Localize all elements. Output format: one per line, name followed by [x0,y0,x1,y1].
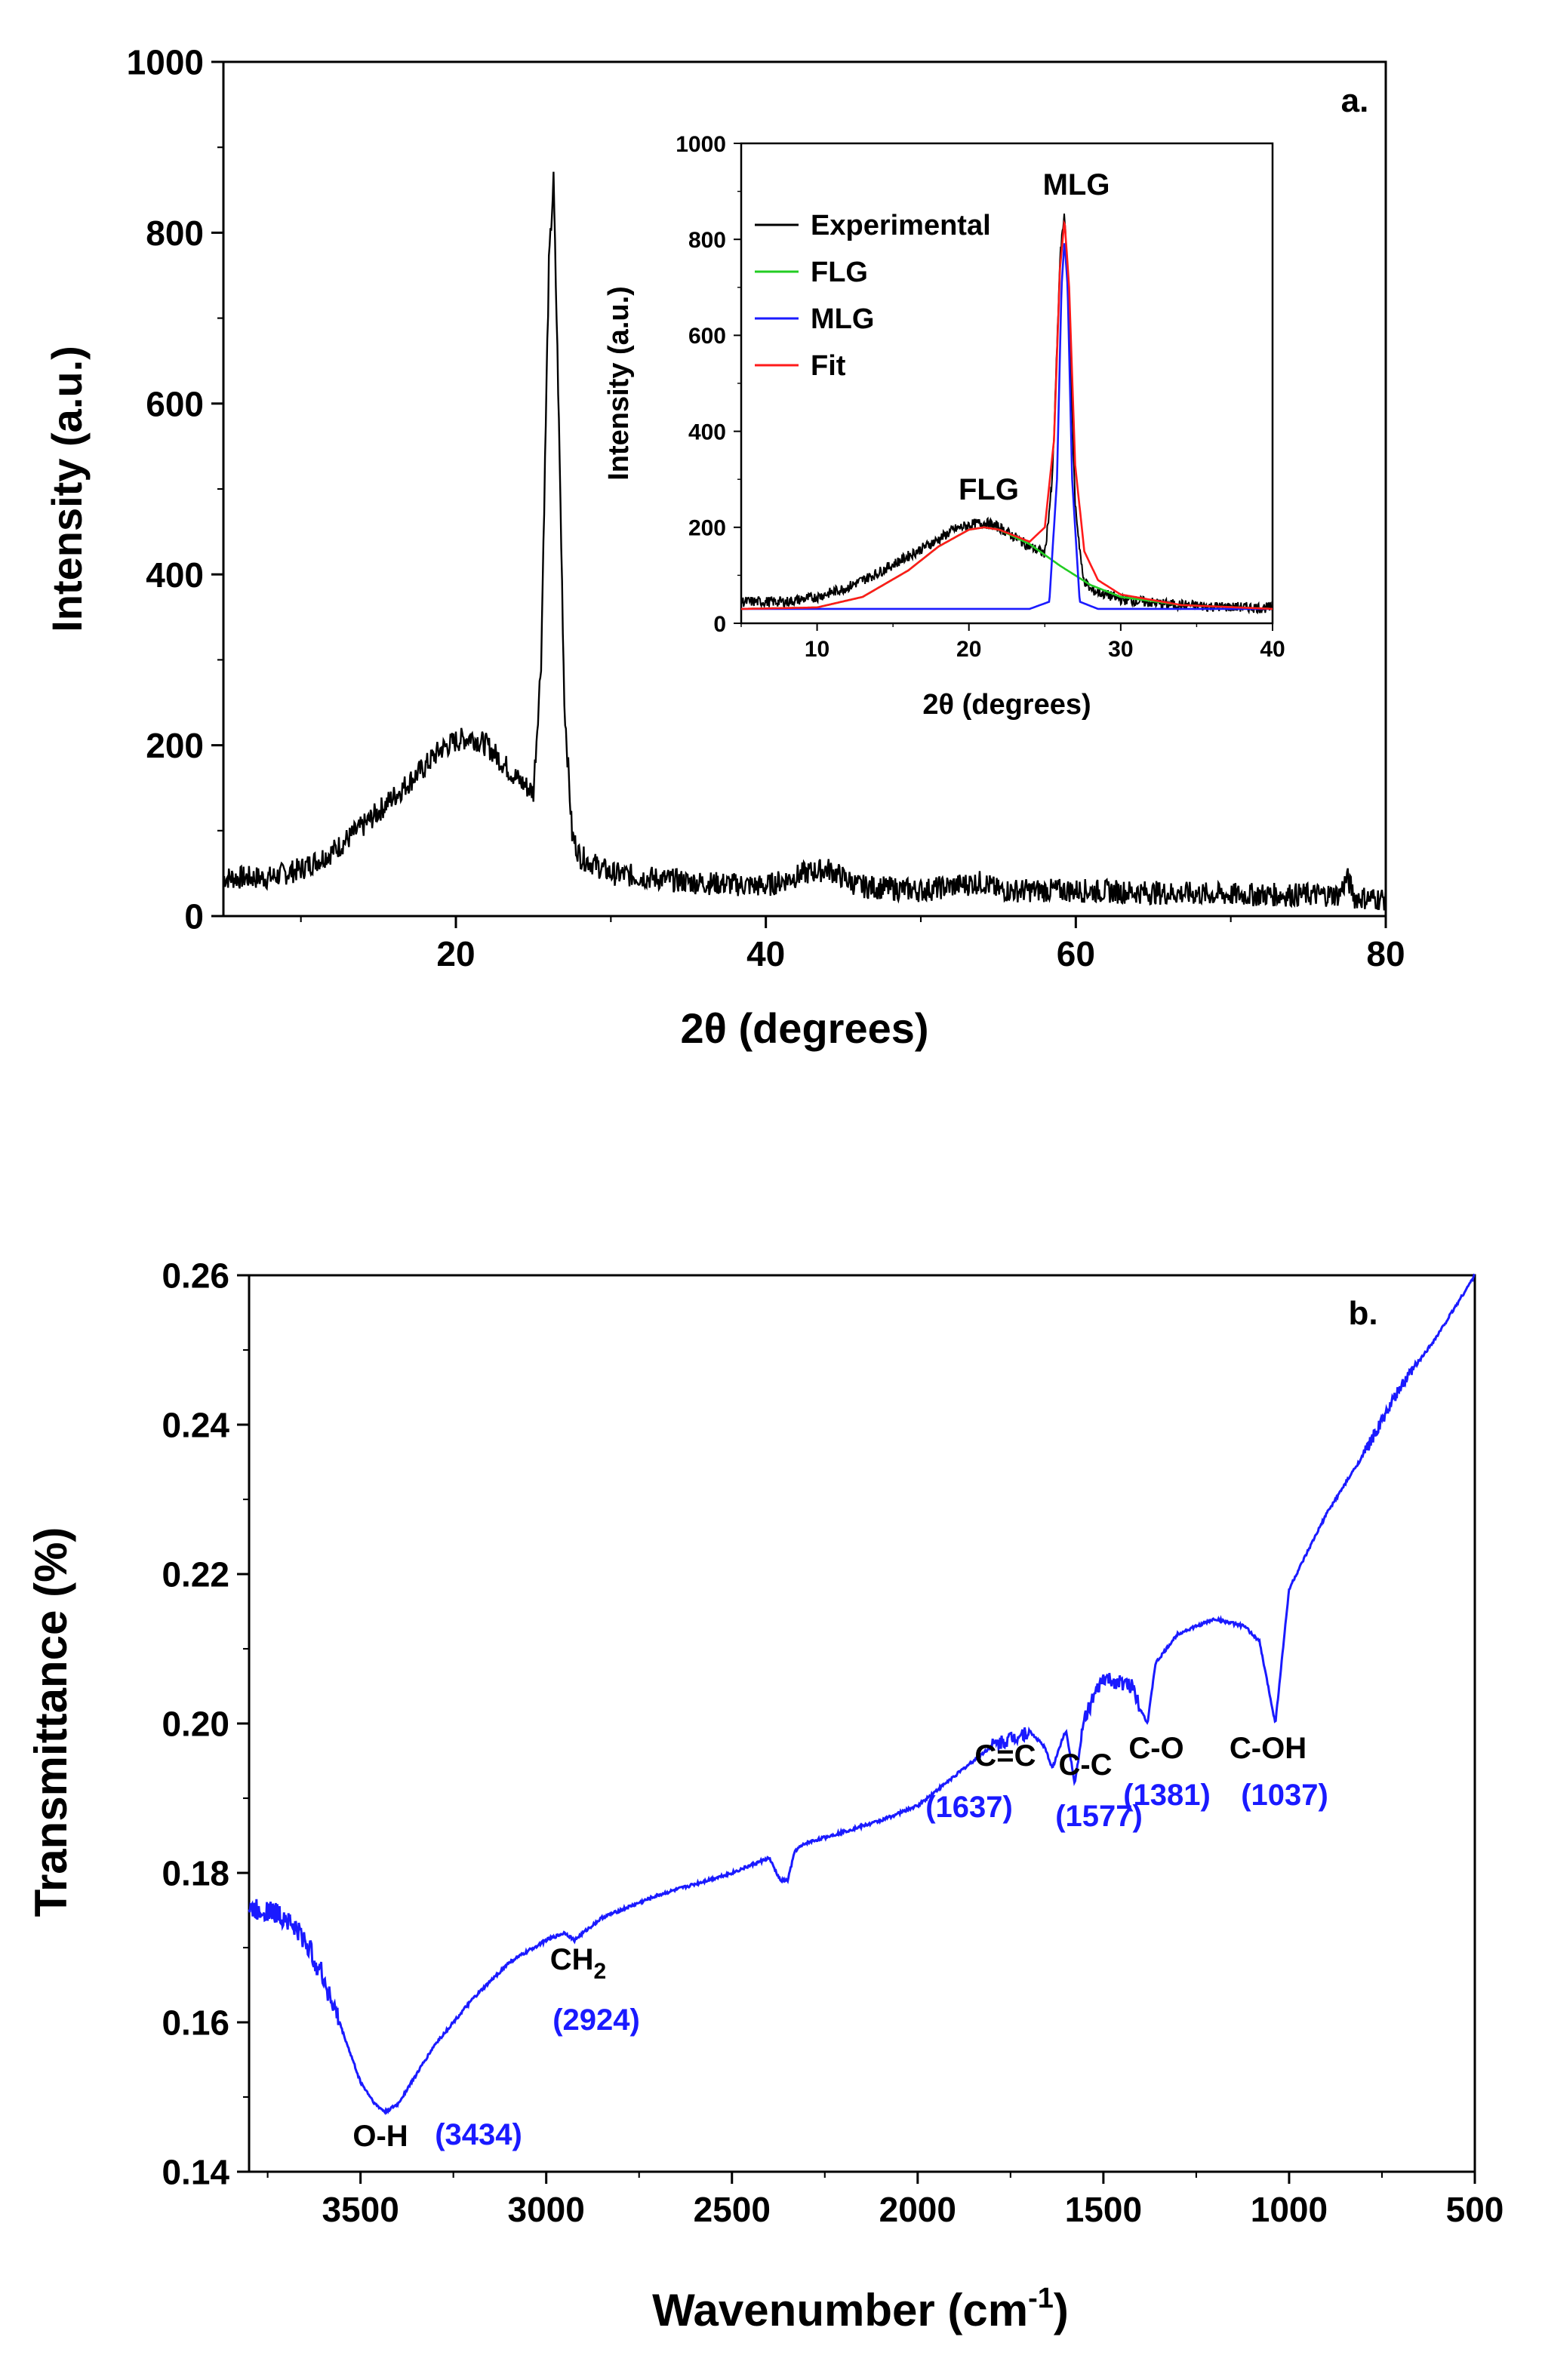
mlg-line [741,243,1273,610]
annotation-co-label: C-O [1128,1732,1183,1765]
x-axis-label-superscript: -1 [1028,2283,1054,2314]
y-tick-label: 0.22 [162,1555,229,1594]
x-tick-label: 60 [1057,934,1095,973]
ftir-spectrum-line [248,1273,1476,2115]
x-tick-label: 3000 [508,2190,585,2229]
x-tick-label: 20 [436,934,475,973]
x-tick-label: 40 [1260,637,1285,662]
x-axis-label: Wavenumber (cm-1) [652,2283,1069,2335]
annotation-cc-double-label: C=C [974,1739,1036,1773]
plot-frame [248,1274,1476,2173]
y-axis-label: Intensity (a.u.) [43,346,91,632]
annotation-oh-value: (3434) [435,2118,522,2151]
x-axis-label: 2θ (degrees) [680,1004,928,1052]
x-tick-label: 10 [805,637,829,662]
annotation-oh-label: O-H [352,2120,408,2153]
y-tick-label: 0 [713,612,726,637]
x-tick-label: 2500 [694,2190,771,2229]
annotation-cc-single-value: (1577) [1055,1800,1143,1833]
inset-y-axis-label: Intensity (a.u.) [603,286,635,481]
inset-x-axis-label: 2θ (degrees) [922,689,1091,721]
y-tick-label: 800 [146,214,204,253]
annotation-mlg: MLG [1043,168,1110,201]
y-tick-label: 0 [184,897,204,936]
x-axis-label-suffix: ) [1054,2285,1069,2335]
y-tick-label: 0.20 [162,1705,229,1744]
ftir-chart-panel: 3500 3000 2500 2000 1500 1000 500 0.14 0.16 0.18 0… [26,1256,1504,2335]
y-tick-label: 0.18 [162,1854,229,1893]
annotation-flg: FLG [959,473,1019,506]
x-axis-label-text: Wavenumber (cm [652,2285,1028,2335]
annotation-cc-single-label: C-C [1058,1748,1112,1782]
plot-area [248,1273,1476,2115]
x-tick-label: 3500 [322,2190,399,2229]
annotation-co-value: (1381) [1123,1779,1211,1812]
inset-legend: Experimental FLG MLG Fit [755,210,991,382]
x-tick-label: 1000 [1251,2190,1328,2229]
annotation-ch2-value: (2924) [552,2003,640,2037]
annotation-coh-label: C-OH [1230,1732,1307,1765]
x-and-y-ticks: 3500 3000 2500 2000 1500 1000 500 0.14 0.16 0.18 0… [162,1256,1504,2229]
y-tick-label: 1000 [127,43,204,82]
x-tick-label: 500 [1446,2190,1504,2229]
xrd-pattern-line [222,171,1387,911]
y-tick-label: 1000 [676,132,726,157]
annotation-ch2-label: CH2 [550,1943,606,1984]
legend-entry: Fit [811,350,846,382]
plot-area [222,171,1387,911]
legend-entry: Experimental [811,210,991,241]
y-tick-label: 0.14 [162,2153,229,2192]
inset-plot-area [740,214,1273,615]
y-tick-label: 400 [688,420,726,444]
x-tick-label: 1500 [1065,2190,1142,2229]
annotation-cc-double-value: (1637) [925,1791,1013,1824]
inset-frame [740,142,1274,625]
panel-label: a. [1341,82,1369,119]
legend-entry: MLG [811,303,874,335]
y-axis-label: Transmittance (%) [26,1527,76,1917]
legend-entry: FLG [811,257,868,288]
y-tick-label: 0.26 [162,1256,229,1296]
panel-label: b. [1348,1295,1377,1332]
x-tick-label: 80 [1366,934,1405,973]
annotation-coh-value: (1037) [1241,1779,1328,1812]
x-tick-label: 40 [746,934,785,973]
y-tick-label: 0.24 [162,1406,229,1445]
y-tick-label: 400 [146,555,204,595]
y-tick-label: 200 [688,516,726,541]
y-tick-label: 600 [688,324,726,349]
x-tick-label: 30 [1108,637,1133,662]
y-tick-label: 600 [146,384,204,423]
y-tick-label: 0.16 [162,2003,229,2043]
y-tick-label: 800 [688,228,726,253]
x-tick-label: 20 [956,637,981,662]
fit-line [741,220,1273,610]
y-tick-label: 200 [146,726,204,765]
x-tick-label: 2000 [879,2190,956,2229]
